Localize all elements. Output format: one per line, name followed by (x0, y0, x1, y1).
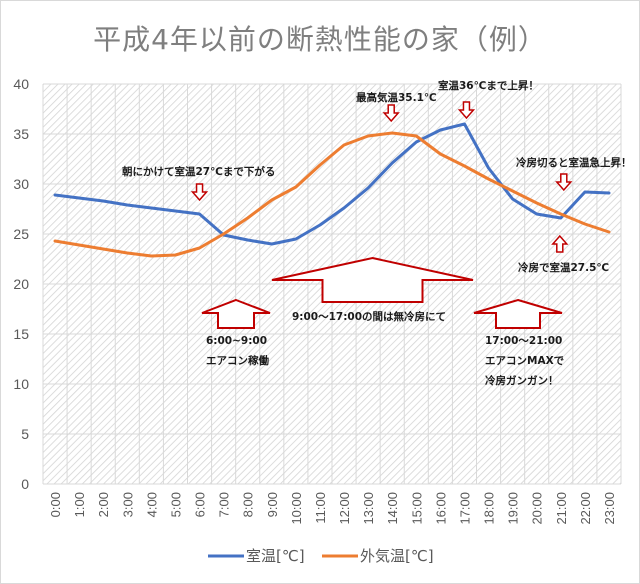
annotation-max-outdoor: 最高気温35.1℃ (356, 91, 437, 104)
x-tick-label: 8:00 (241, 492, 256, 517)
annotation-ac-morning-label: エアコン稼働 (206, 354, 269, 367)
annotation-ac-evening-label: エアコンMAXで (485, 355, 565, 367)
x-tick-label: 6:00 (193, 492, 208, 517)
annotation-no-ac-day: 9:00～17:00の間は無冷房にて (292, 310, 446, 323)
x-tick-label: 19:00 (506, 492, 521, 525)
x-tick-label: 12:00 (337, 492, 352, 525)
x-tick-label: 22:00 (578, 492, 593, 525)
y-tick-label: 0 (21, 476, 29, 492)
big-arrow-up-icon (473, 298, 563, 329)
x-tick-label: 23:00 (602, 492, 617, 525)
series-lines (53, 122, 611, 258)
y-axis: 0 5 10 15 20 25 30 35 40 (13, 76, 29, 492)
x-tick-label: 17:00 (457, 492, 472, 525)
annotation-room-peak: 室温36℃まで上昇！ (438, 79, 539, 92)
x-tick-label: 7:00 (217, 492, 232, 517)
y-tick-label: 15 (13, 326, 29, 342)
series-line-outdoor-temp (53, 131, 611, 258)
x-tick-label: 1:00 (72, 492, 87, 517)
x-tick-label: 4:00 (144, 492, 159, 517)
arrow-down-icon (190, 183, 209, 202)
y-tick-label: 10 (13, 376, 29, 392)
y-tick-label: 25 (13, 226, 29, 242)
x-axis: 0:00 1:00 2:00 3:00 4:00 5:00 6:00 7:00 8:00 9:00… (48, 492, 617, 525)
annotation-ac-evening-label: 冷房ガンガン！ (485, 374, 559, 387)
gridlines (42, 83, 622, 485)
x-tick-label: 0:00 (48, 492, 63, 517)
legend: 室温[℃] 外気温[℃] (208, 547, 434, 565)
x-tick-label: 11:00 (313, 492, 328, 524)
x-tick-label: 3:00 (120, 492, 135, 517)
x-tick-label: 5:00 (168, 492, 183, 517)
arrow-down-icon (382, 104, 400, 123)
annotation-ac-cooling: 冷房で室温27.5℃ (518, 261, 609, 274)
x-tick-label: 21:00 (554, 492, 569, 525)
x-tick-label: 14:00 (385, 492, 400, 525)
y-tick-label: 5 (21, 426, 29, 442)
annotation-morning-drop: 朝にかけて室温27℃まで下がる (122, 165, 275, 178)
x-tick-label: 10:00 (289, 492, 304, 525)
annotation-ac-evening-time: 17:00～21:00 (485, 335, 562, 347)
legend-label: 外気温[℃] (360, 547, 434, 565)
big-arrow-up-icon (271, 256, 474, 303)
x-tick-label: 16:00 (433, 492, 448, 525)
arrow-down-icon (457, 101, 476, 120)
y-tick-label: 35 (13, 126, 29, 142)
x-tick-label: 2:00 (96, 492, 111, 517)
x-tick-label: 13:00 (361, 492, 376, 525)
x-tick-label: 18:00 (482, 492, 497, 525)
x-tick-label: 20:00 (530, 492, 545, 525)
chart-title: 平成4年以前の断熱性能の家（例） (93, 23, 547, 56)
x-tick-label: 15:00 (409, 492, 424, 525)
y-tick-label: 30 (13, 176, 29, 192)
y-tick-label: 20 (13, 276, 29, 292)
arrow-up-icon (551, 234, 569, 253)
annotation-ac-off-rise: 冷房切ると室温急上昇！ (516, 156, 632, 169)
annotation-ac-morning-time: 6:00~9:00 (206, 335, 267, 347)
y-tick-label: 40 (13, 76, 29, 92)
arrow-down-icon (555, 173, 573, 192)
series-line-room-temp (53, 122, 611, 246)
big-arrow-up-icon (201, 298, 271, 329)
x-tick-label: 9:00 (265, 492, 280, 517)
legend-label: 室温[℃] (246, 547, 305, 565)
